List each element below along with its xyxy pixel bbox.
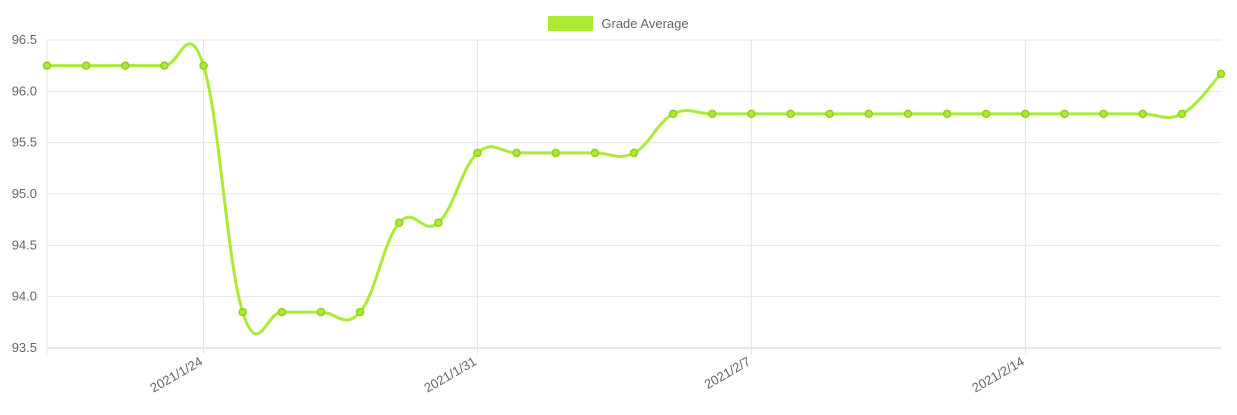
legend: Grade Average: [0, 12, 1237, 34]
data-point: [434, 218, 443, 227]
data-point: [1177, 109, 1187, 119]
data-point: [747, 109, 756, 119]
data-point: [121, 61, 130, 70]
grid: [46, 39, 1221, 354]
data-point: [629, 148, 639, 158]
y-tick-label: 94.0: [12, 289, 37, 304]
data-point: [277, 307, 287, 317]
data-point: [238, 307, 247, 317]
legend-item-grade-average[interactable]: Grade Average: [548, 15, 689, 31]
data-point: [199, 61, 208, 70]
data-point: [942, 109, 952, 119]
y-tick-label: 95.0: [12, 186, 37, 201]
data-point: [473, 148, 482, 158]
data-point: [512, 148, 521, 158]
legend-label: Grade Average: [601, 15, 689, 31]
data-point: [668, 109, 678, 119]
x-tick-label: 2021/1/31: [421, 354, 479, 396]
data-point: [786, 109, 795, 119]
x-axis: 2021/1/24 2021/1/31 2021/2/7 2021/2/14: [147, 354, 1026, 396]
data-point: [708, 109, 717, 119]
plot-area: [42, 42, 1226, 336]
x-tick-label: 2021/2/7: [702, 354, 753, 392]
data-point: [42, 61, 52, 70]
y-tick-label: 95.5: [12, 135, 37, 150]
data-point: [1138, 109, 1147, 119]
data-point: [551, 148, 560, 158]
x-tick-label: 2021/2/14: [969, 354, 1027, 396]
data-point: [394, 218, 404, 227]
data-point: [903, 109, 913, 119]
data-point: [1060, 109, 1069, 119]
data-point: [981, 109, 991, 119]
data-point: [825, 109, 834, 119]
data-point: [81, 61, 91, 70]
y-tick-label: 96.5: [12, 32, 37, 47]
data-point: [1021, 109, 1030, 119]
data-point: [355, 307, 365, 317]
data-point: [590, 148, 600, 158]
y-tick-label: 93.5: [12, 340, 37, 355]
y-axis: 96.5 96.0 95.5 95.0 94.5 94.0 93.5: [12, 32, 37, 355]
y-tick-label: 96.0: [12, 83, 37, 98]
data-point: [1216, 69, 1226, 79]
series-line-grade-average: [46, 42, 1223, 336]
data-point: [1099, 109, 1108, 119]
data-point: [316, 307, 326, 317]
data-point: [160, 61, 169, 70]
y-tick-label: 94.5: [12, 237, 37, 252]
data-point: [864, 109, 874, 119]
legend-swatch: [548, 15, 594, 31]
x-tick-label: 2021/1/24: [147, 354, 205, 396]
